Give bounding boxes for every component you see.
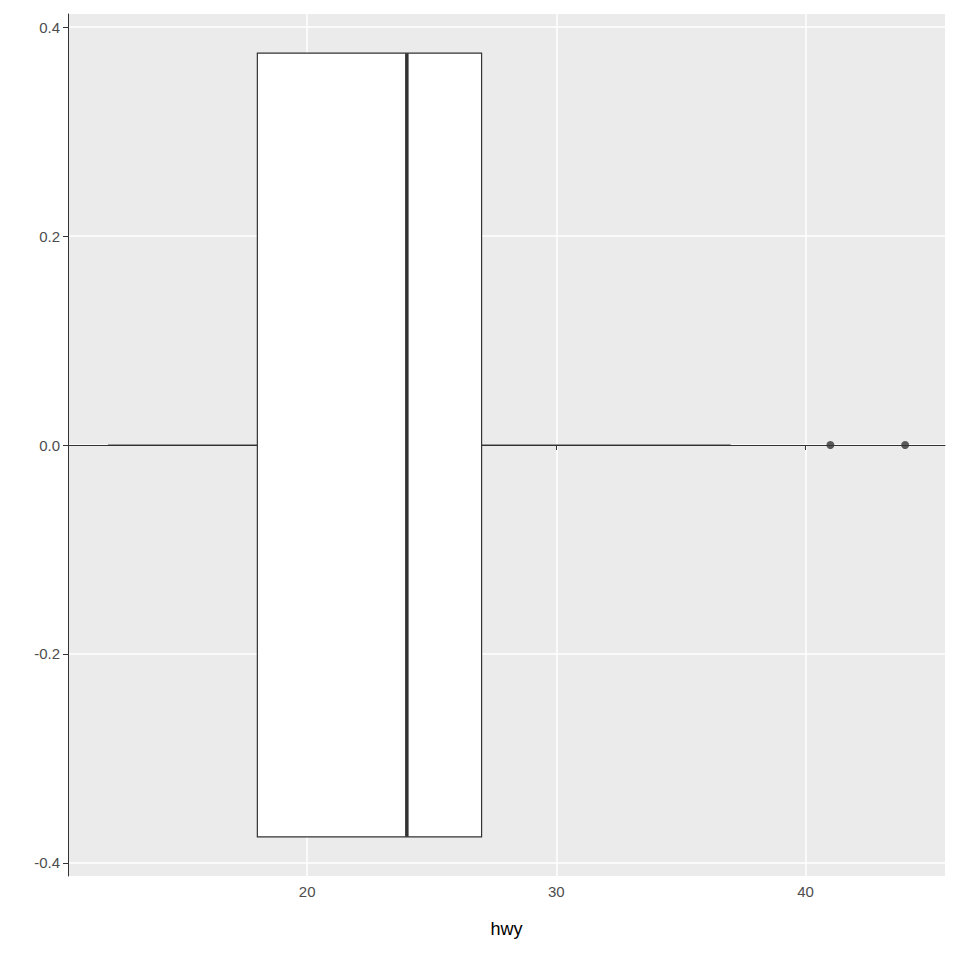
svg-text:-0.4: -0.4 [34,854,60,871]
svg-text:20: 20 [299,883,316,900]
svg-text:-0.2: -0.2 [34,645,60,662]
svg-text:0.2: 0.2 [39,228,60,245]
svg-text:40: 40 [797,883,814,900]
svg-text:30: 30 [548,883,565,900]
svg-text:hwy: hwy [490,919,522,939]
svg-text:0.0: 0.0 [39,437,60,454]
svg-text:0.4: 0.4 [39,19,60,36]
